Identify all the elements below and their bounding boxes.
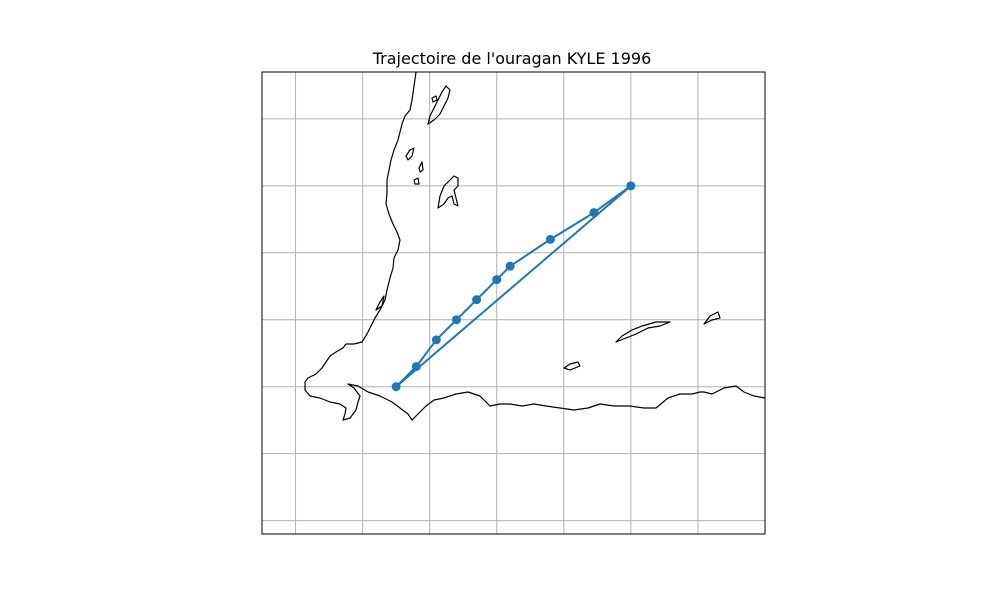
island-cayos-cochinos xyxy=(563,361,581,371)
track-point xyxy=(589,208,599,218)
gridlines xyxy=(262,72,765,534)
track-point xyxy=(545,234,555,244)
coastline xyxy=(304,72,765,421)
island-small-1 xyxy=(431,95,438,103)
track-point xyxy=(391,382,401,392)
track-point xyxy=(492,275,502,285)
island-small-3 xyxy=(413,177,420,185)
coastline-cuba-tip xyxy=(427,85,451,125)
map-frame xyxy=(261,71,766,535)
track-point xyxy=(626,181,636,191)
island-utila xyxy=(703,311,721,325)
coastline-mainland xyxy=(304,72,765,421)
hurricane-track xyxy=(391,181,636,392)
track-line xyxy=(395,185,632,388)
track-point xyxy=(431,335,441,345)
track-line xyxy=(395,185,632,388)
track-point xyxy=(472,295,482,305)
track-point xyxy=(505,261,515,271)
track-point xyxy=(411,362,421,372)
chart-title: Trajectoire de l'ouragan KYLE 1996 xyxy=(372,49,652,68)
island-roatan xyxy=(615,321,671,343)
island-belize-reef xyxy=(437,175,459,209)
island-small-2 xyxy=(418,161,424,173)
coastline-chetumal xyxy=(375,295,385,311)
track-point xyxy=(451,315,461,325)
island-cozumel xyxy=(405,147,415,161)
